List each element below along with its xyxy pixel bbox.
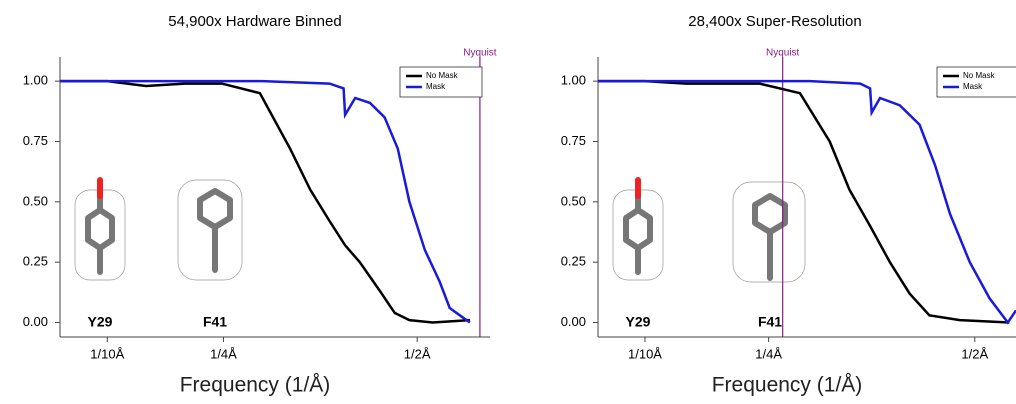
y-tick-label: 1.00 xyxy=(561,73,586,88)
legend-label: No Mask xyxy=(963,71,996,80)
y-tick-label: 0.00 xyxy=(561,314,586,329)
legend-label: No Mask xyxy=(426,71,459,80)
legend-label: Mask xyxy=(963,82,983,91)
x-tick-label: 1/10Å xyxy=(628,346,662,361)
x-axis-label: Frequency (1/Å) xyxy=(180,374,331,397)
x-axis-label: Frequency (1/Å) xyxy=(712,374,863,397)
chart: 54,900x Hardware Binned Frequency (1/Å) 0.… xyxy=(0,0,1016,404)
x-tick-label: 1/2Å xyxy=(961,346,988,361)
fsc-line xyxy=(598,81,1009,322)
y-tick-label: 0.75 xyxy=(561,133,586,148)
fsc-line xyxy=(598,81,1016,322)
annotation: Y29 xyxy=(88,314,113,330)
y-tick-label: 0.25 xyxy=(23,254,48,269)
x-tick-label: 1/4Å xyxy=(755,346,782,361)
legend-label: Mask xyxy=(426,82,446,91)
nyquist-label: Nyquist xyxy=(463,48,497,59)
y-tick-label: 0.50 xyxy=(23,193,48,208)
y-tick-label: 0.75 xyxy=(23,133,48,148)
annotation: F41 xyxy=(758,314,782,330)
fsc-line xyxy=(60,81,470,322)
y-tick-label: 0.50 xyxy=(561,193,586,208)
x-tick-label: 1/2Å xyxy=(404,346,431,361)
annotation: Y29 xyxy=(626,314,651,330)
x-tick-label: 1/10Å xyxy=(90,346,124,361)
molecule-drawings xyxy=(75,180,805,282)
y-tick-label: 1.00 xyxy=(23,73,48,88)
y-tick-label: 0.25 xyxy=(561,254,586,269)
x-tick-label: 1/4Å xyxy=(210,346,237,361)
nyquist-label: Nyquist xyxy=(766,48,800,59)
chart-title: 28,400x Super-Resolution xyxy=(688,13,861,30)
annotation: F41 xyxy=(203,314,227,330)
chart-title: 54,900x Hardware Binned xyxy=(168,13,341,30)
y-tick-label: 0.00 xyxy=(23,314,48,329)
